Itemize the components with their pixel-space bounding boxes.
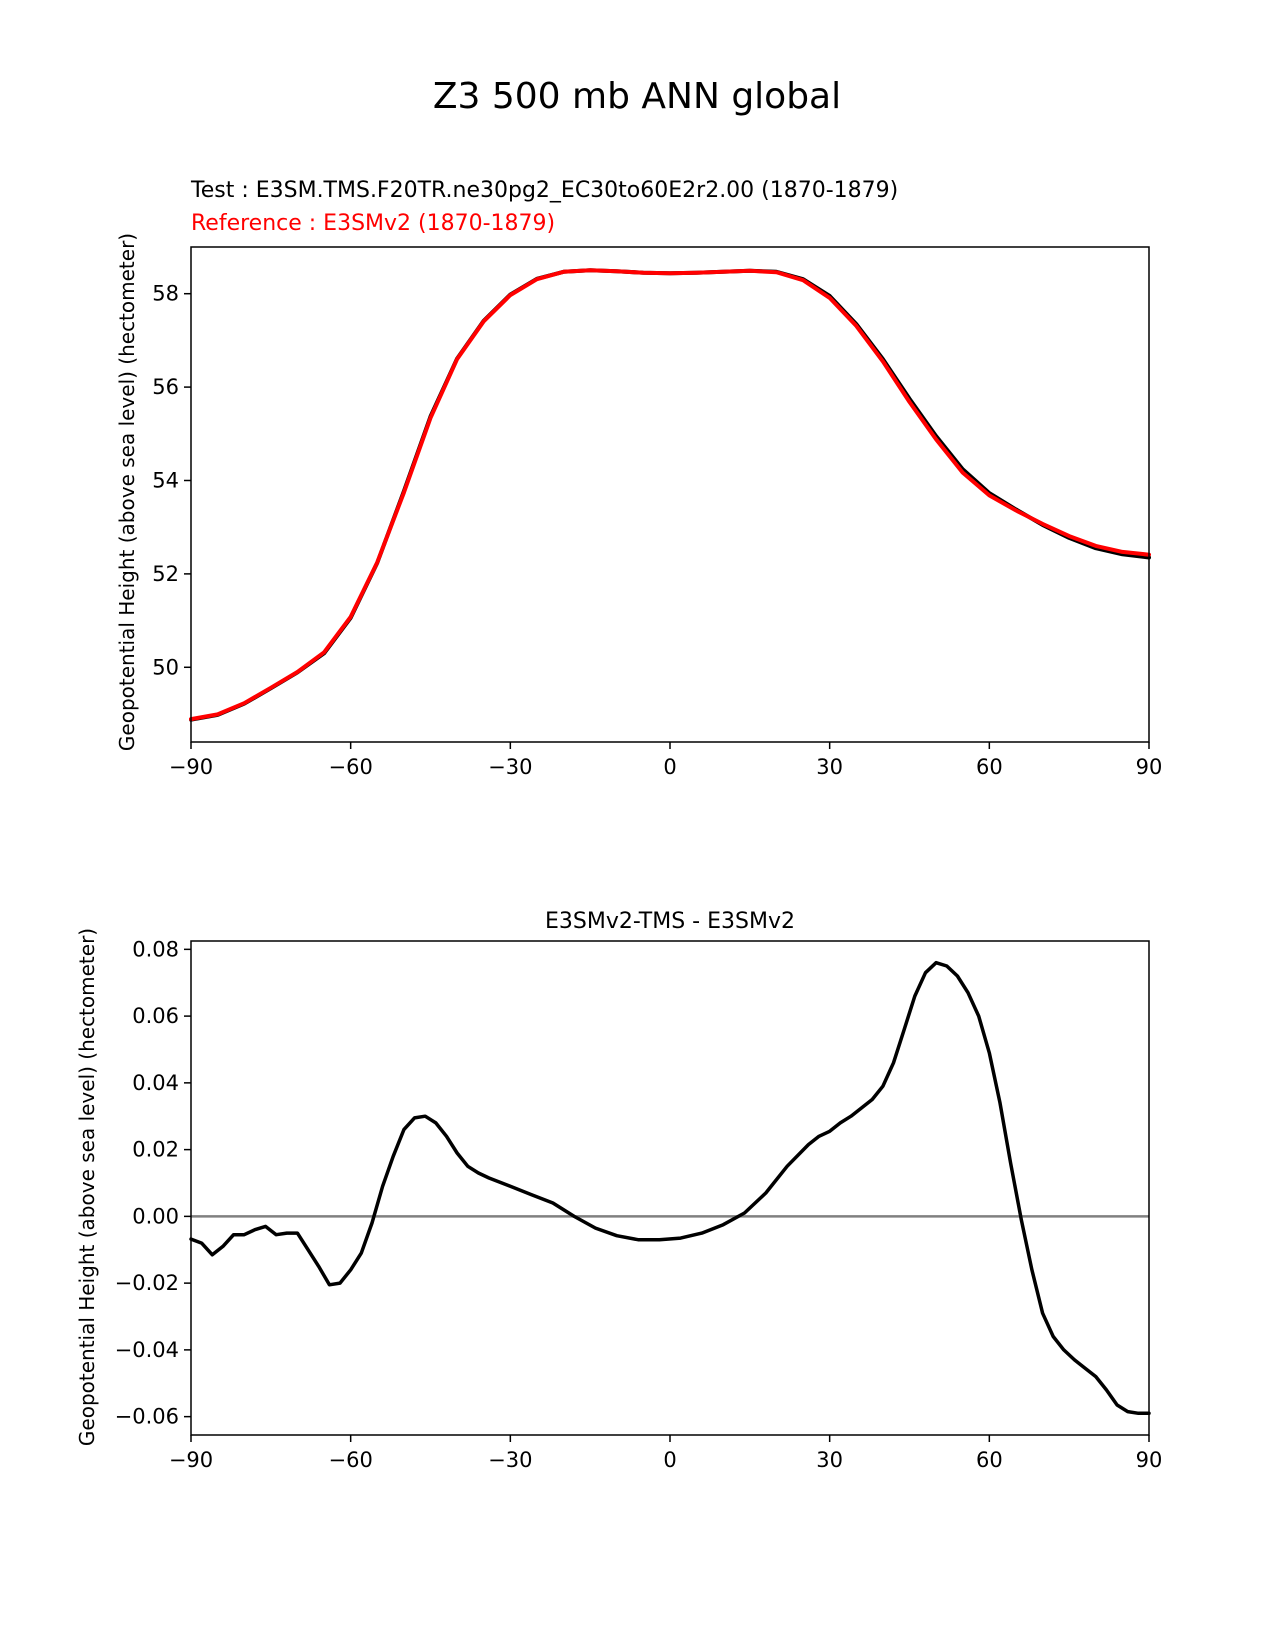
top-y-axis-label: Geopotential Height (above sea level) (h… xyxy=(115,233,139,751)
top-y-tick-label: 52 xyxy=(152,562,179,586)
top-x-tick-label: 30 xyxy=(816,755,843,779)
bottom-x-tick-label: −30 xyxy=(488,1448,532,1472)
reference-title: Reference : E3SMv2 (1870-1879) xyxy=(191,211,555,236)
top-series-test xyxy=(189,268,1151,722)
bottom-x-tick-label: −90 xyxy=(169,1448,213,1472)
bottom-axis-ticks: −90 −60 −30 0 30 60 90 −0.06 −0.04 −0.02 0.00 0.02 0… xyxy=(115,937,1163,1472)
bottom-y-tick-label: 0.02 xyxy=(132,1138,179,1162)
bottom-y-tick-label: 0.04 xyxy=(132,1071,179,1095)
figure-title: Z3 500 mb ANN global xyxy=(433,76,841,117)
bottom-y-tick-label: −0.04 xyxy=(115,1338,179,1362)
top-y-tick-label: 56 xyxy=(152,375,179,399)
top-axis-ticks: −90 −60 −30 0 30 60 90 50 52 54 56 58 xyxy=(152,282,1162,779)
top-x-tick-label: −90 xyxy=(169,755,213,779)
bottom-y-tick-label: 0.06 xyxy=(132,1004,179,1028)
top-x-tick-label: −60 xyxy=(329,755,373,779)
top-plot-frame xyxy=(190,246,1150,743)
bottom-y-axis-label: Geopotential Height (above sea level) (h… xyxy=(75,928,99,1446)
top-y-tick-label: 58 xyxy=(152,282,179,306)
bottom-series-lines xyxy=(189,960,1151,1416)
bottom-x-tick-label: 60 xyxy=(976,1448,1003,1472)
bottom-x-tick-label: 30 xyxy=(816,1448,843,1472)
bottom-plot-frame xyxy=(190,940,1150,1436)
top-y-tick-label: 54 xyxy=(152,468,179,492)
bottom-x-tick-label: 90 xyxy=(1136,1448,1163,1472)
bottom-y-tick-label: −0.02 xyxy=(115,1271,179,1295)
top-panel: Test : E3SM.TMS.F20TR.ne30pg2_EC30to60E2… xyxy=(115,178,1162,779)
top-x-tick-label: 0 xyxy=(663,755,676,779)
top-series-lines xyxy=(189,268,1151,722)
bottom-y-tick-label: 0.08 xyxy=(132,937,179,961)
top-x-tick-label: 90 xyxy=(1136,755,1163,779)
difference-title: E3SMv2-TMS - E3SMv2 xyxy=(545,909,795,934)
top-y-tick-label: 50 xyxy=(152,655,179,679)
bottom-y-tick-label: −0.06 xyxy=(115,1405,179,1429)
bottom-panel: E3SMv2-TMS - E3SMv2 Geopotential Height … xyxy=(75,909,1162,1472)
top-x-tick-label: 60 xyxy=(976,755,1003,779)
bottom-series-e3smv2-tms-e3smv2 xyxy=(189,960,1151,1416)
bottom-y-tick-label: 0.00 xyxy=(132,1204,179,1228)
test-title: Test : E3SM.TMS.F20TR.ne30pg2_EC30to60E2… xyxy=(190,178,898,203)
bottom-x-tick-label: 0 xyxy=(663,1448,676,1472)
bottom-x-tick-label: −60 xyxy=(329,1448,373,1472)
top-series-reference xyxy=(189,268,1151,722)
top-x-tick-label: −30 xyxy=(488,755,532,779)
